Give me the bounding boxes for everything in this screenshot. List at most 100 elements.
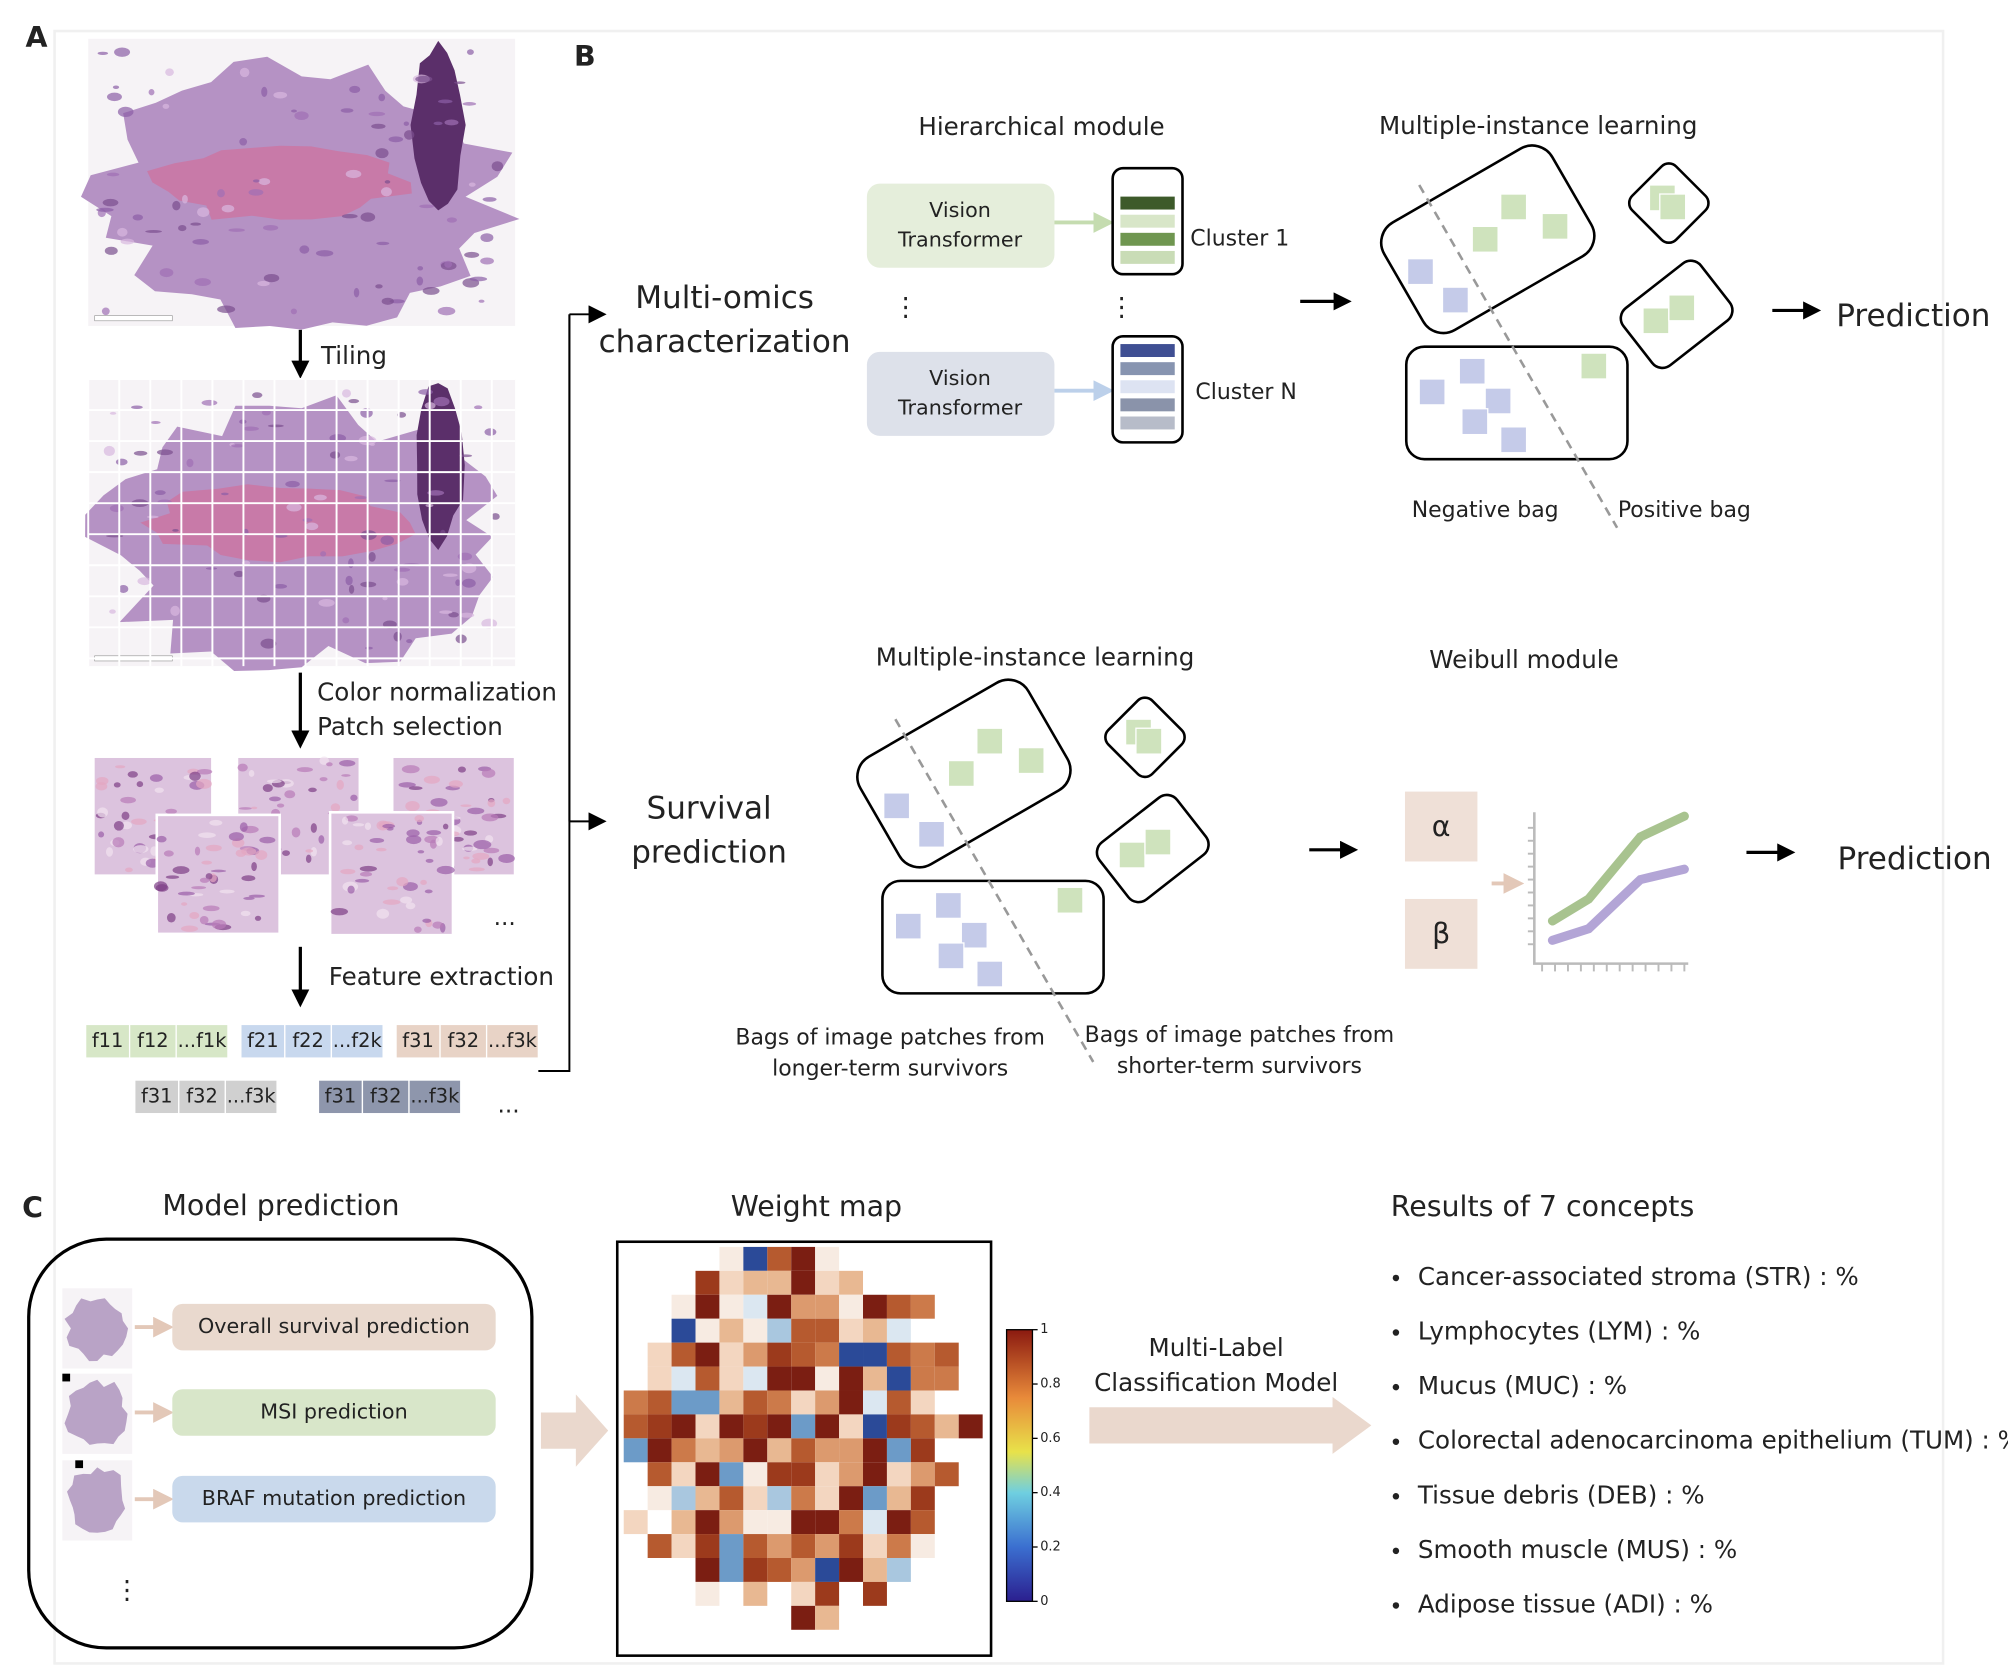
- heatmap-cell: [767, 1270, 792, 1295]
- section-title: Model prediction: [162, 1189, 399, 1222]
- heatmap-cell: [791, 1414, 816, 1439]
- tissue-texture: [414, 815, 424, 823]
- tissue-texture: [487, 857, 493, 867]
- tissue-texture: [425, 858, 434, 863]
- tissue-texture: [460, 804, 472, 807]
- instance: [960, 921, 988, 949]
- tissue-texture: [133, 845, 149, 854]
- heatmap-cell: [958, 1414, 983, 1439]
- tissue-texture: [219, 889, 235, 894]
- heatmap-cell: [863, 1342, 887, 1367]
- tissue-texture: [342, 617, 350, 624]
- heatmap-cell: [671, 1510, 696, 1535]
- tissue-texture: [308, 787, 317, 793]
- bullet: [1392, 1493, 1400, 1500]
- tissue-texture: [471, 858, 481, 864]
- tissue-texture: [191, 886, 207, 890]
- heatmap-cell: [743, 1318, 768, 1343]
- instance: [934, 891, 962, 920]
- tissue-texture: [163, 850, 174, 857]
- tissue-texture: [359, 871, 373, 877]
- tissue-texture: [113, 782, 121, 788]
- tissue-texture: [371, 123, 386, 129]
- heatmap-cell: [743, 1438, 768, 1463]
- tissue-texture: [340, 108, 354, 113]
- tissue-texture: [237, 763, 248, 772]
- tissue-texture: [406, 639, 413, 644]
- tissue-texture: [444, 119, 459, 126]
- tissue-texture: [101, 307, 110, 316]
- heatmap-cell: [671, 1414, 696, 1439]
- heatmap-cell: [719, 1534, 744, 1558]
- tissue-texture: [95, 782, 108, 791]
- tissue-texture: [375, 847, 387, 852]
- heatmap-cell: [839, 1318, 864, 1343]
- tissue-texture: [121, 821, 133, 830]
- tissue-texture: [396, 578, 409, 586]
- thumbnail-tissue: [64, 1298, 129, 1362]
- tissue-texture: [498, 853, 515, 863]
- section-title: Results of 7 concepts: [1391, 1190, 1695, 1223]
- branch-title: Survival: [647, 791, 772, 827]
- module-title: Multiple-instance learning: [1379, 111, 1698, 140]
- tissue-texture: [261, 86, 268, 98]
- heatmap-cell: [863, 1510, 887, 1535]
- heatmap-cell: [910, 1414, 935, 1439]
- heatmap-cell: [647, 1438, 672, 1463]
- heatmap-cell: [719, 1438, 744, 1463]
- cluster-bar: [1120, 362, 1175, 376]
- tissue-texture: [136, 781, 144, 788]
- tissue-texture: [239, 67, 250, 78]
- tissue-texture: [422, 918, 432, 923]
- tissue-texture: [405, 801, 420, 812]
- tissue-texture: [145, 230, 162, 233]
- tissue-texture: [296, 767, 313, 773]
- heatmap-cell: [647, 1366, 672, 1391]
- heatmap-cell: [934, 1342, 959, 1367]
- concept-item: Cancer-associated stroma (STR) : %: [1418, 1262, 1859, 1291]
- heatmap-cell: [839, 1342, 864, 1367]
- heatmap-cell: [886, 1390, 911, 1415]
- tissue-texture: [263, 273, 280, 283]
- tissue-texture: [464, 251, 480, 258]
- task-label: BRAF mutation prediction: [202, 1486, 466, 1510]
- tissue-texture: [369, 837, 385, 843]
- heatmap-cell: [886, 1486, 911, 1511]
- tissue-texture: [242, 426, 259, 431]
- concept-item: Mucus (MUC) : %: [1418, 1371, 1627, 1400]
- heatmap-cell: [767, 1366, 792, 1391]
- tissue-texture: [442, 573, 458, 577]
- tissue-texture: [241, 875, 256, 882]
- feature-box: [134, 1079, 180, 1115]
- cluster-bar: [1120, 416, 1175, 430]
- heatmap-cell: [815, 1605, 840, 1630]
- tissue-texture: [426, 830, 442, 836]
- tissue-texture: [424, 889, 433, 894]
- heatmap-cell: [815, 1438, 840, 1463]
- heatmap-cell: [934, 1462, 959, 1487]
- heatmap-cell: [815, 1462, 840, 1487]
- heatmap-cell: [791, 1581, 816, 1606]
- ellipsis: ⋮: [893, 292, 919, 322]
- ellipsis: ⋮: [114, 1575, 140, 1605]
- instance: [976, 727, 1004, 755]
- bullet: [1392, 1383, 1400, 1391]
- tissue-texture: [131, 818, 147, 825]
- heatmap-cell: [815, 1342, 840, 1367]
- tissue-texture: [165, 808, 177, 815]
- heatmap-cell: [815, 1318, 840, 1343]
- tissue-texture: [165, 68, 174, 76]
- heatmap-cell: [839, 1510, 864, 1535]
- tissue-texture: [294, 111, 309, 120]
- flow-arrow: [1089, 1396, 1372, 1454]
- bag: [1104, 696, 1186, 779]
- thumbnail-tissue: [67, 1467, 126, 1533]
- instance: [1580, 352, 1608, 380]
- tissue-texture: [196, 768, 213, 775]
- heatmap-cell: [839, 1534, 864, 1558]
- feature-label: f31: [325, 1084, 357, 1107]
- tissue-texture: [448, 780, 463, 788]
- tissue-texture: [466, 49, 474, 55]
- tissue-texture: [150, 421, 161, 424]
